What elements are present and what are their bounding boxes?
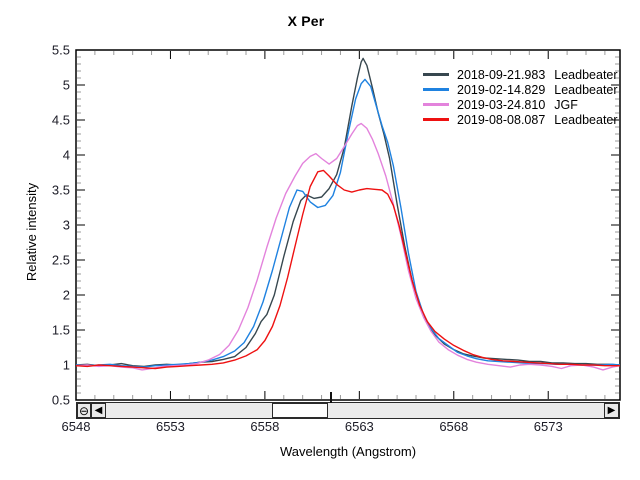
- legend-line-swatch: [423, 103, 449, 106]
- legend-label-date: 2018-09-21.983: [457, 67, 546, 82]
- spectrum-curve-3: [76, 169, 620, 370]
- plot-frame: [75, 49, 621, 401]
- x-tick-label: 6548: [62, 419, 91, 434]
- scroll-left-button[interactable]: ◀: [91, 403, 106, 418]
- y-tick-label: 2: [63, 288, 70, 303]
- x-tick-label: 6568: [439, 419, 468, 434]
- y-tick-label: 5: [63, 78, 70, 93]
- y-tick-label: 3.5: [52, 183, 70, 198]
- legend-label-observer: Leadbeater: [554, 82, 618, 97]
- zoom-out-button[interactable]: ⊖: [77, 403, 91, 418]
- x-tick-label: 6558: [250, 419, 279, 434]
- wavelength-scrollbar[interactable]: ⊖ ◀ ▶: [76, 392, 620, 419]
- x-tick-label: 6553: [156, 419, 185, 434]
- legend-label-observer: Leadbeater: [554, 67, 618, 82]
- scrollbar-position-marker: [330, 392, 332, 403]
- legend-label-observer: Leadbeater: [554, 112, 618, 127]
- y-tick-label: 5.5: [52, 43, 70, 58]
- scrollbar-thumb[interactable]: [272, 403, 328, 418]
- legend-item: 2018-09-21.983 Leadbeater: [423, 67, 618, 82]
- x-tick-label: 6563: [345, 419, 374, 434]
- legend-label-observer: JGF: [554, 97, 578, 112]
- scroll-right-button[interactable]: ▶: [604, 403, 619, 418]
- x-tick-label: 6573: [534, 419, 563, 434]
- legend: 2018-09-21.983 Leadbeater 2019-02-14.829…: [423, 67, 618, 127]
- spectrum-curve-1: [76, 78, 620, 368]
- legend-line-swatch: [423, 88, 449, 91]
- legend-item: 2019-08-08.087 Leadbeater: [423, 112, 618, 127]
- y-tick-label: 4: [63, 148, 70, 163]
- y-tick-label: 4.5: [52, 113, 70, 128]
- legend-item: 2019-03-24.810 JGF: [423, 97, 618, 112]
- legend-item: 2019-02-14.829 Leadbeater: [423, 82, 618, 97]
- y-tick-label: 1.5: [52, 323, 70, 338]
- legend-line-swatch: [423, 118, 449, 121]
- y-tick-label: 0.5: [52, 393, 70, 408]
- y-tick-label: 1: [63, 358, 70, 373]
- spectrum-curve-2: [76, 122, 620, 371]
- legend-label-date: 2019-08-08.087: [457, 112, 546, 127]
- y-tick-label: 2.5: [52, 253, 70, 268]
- x-axis-title: Wavelength (Angstrom): [279, 444, 417, 459]
- chart-title: X Per: [287, 13, 325, 29]
- y-tick-label: 3: [63, 218, 70, 233]
- legend-line-swatch: [423, 73, 449, 76]
- legend-label-date: 2019-03-24.810: [457, 97, 546, 112]
- legend-label-date: 2019-02-14.829: [457, 82, 546, 97]
